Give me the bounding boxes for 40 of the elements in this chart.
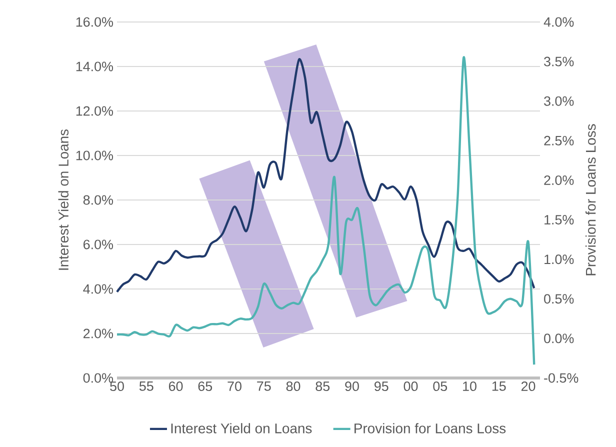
y-tick-label: 10.0% [76, 150, 114, 160]
line-series [116, 56, 536, 366]
x-tick-label: 85 [316, 382, 330, 392]
y-tick-label: 6.0% [84, 240, 114, 250]
y-axis-title: Interest Yield on Loans [58, 129, 69, 270]
x-tick-label: 05 [433, 382, 448, 392]
y-tick-label: 14.0% [76, 62, 114, 72]
y2-tick-label: 2.5% [544, 136, 574, 146]
y-tick-label: 2.0% [84, 328, 114, 338]
y-tick-label: 0.0% [83, 373, 114, 383]
x-tick-label: 95 [374, 382, 388, 392]
x-tick-label: 80 [286, 382, 300, 392]
x-tick-label: 60 [168, 382, 183, 392]
y-tick-label: 16.0% [76, 17, 114, 27]
x-tick-label: 55 [139, 382, 154, 391]
y2-tick-label: -0.5% [544, 373, 578, 383]
legend-label: Provision for Loans Loss [354, 423, 506, 434]
y2-tick-label: 0.0% [544, 334, 574, 344]
x-tick-label: 10 [463, 382, 476, 392]
y2-axis-title: Provision for Loans Loss [585, 124, 596, 276]
x-tick-label: 15 [492, 382, 506, 391]
x-tick-label: 20 [521, 382, 536, 392]
y2-tick-label: 3.5% [544, 56, 574, 66]
y-tick-label: 4.0% [83, 284, 114, 294]
y2-tick-label: 1.0% [544, 254, 574, 264]
y2-tick-label: 1.5% [544, 215, 574, 224]
y2-tick-label: 4.0% [544, 17, 574, 27]
legend-label: Interest Yield on Loans [171, 423, 312, 434]
x-tick-label: 70 [228, 382, 242, 392]
x-tick-label: 75 [257, 382, 271, 391]
y2-tick-label: 0.5% [544, 294, 574, 304]
x-tick-label: 00 [404, 382, 418, 392]
y-tick-label: 12.0% [76, 106, 114, 116]
x-tick-label: 65 [198, 382, 212, 392]
x-tick-label: 50 [110, 382, 124, 392]
line-series [116, 58, 536, 293]
y2-tick-label: 3.0% [544, 96, 574, 106]
x-tick-label: 90 [345, 382, 359, 392]
y-tick-label: 8.0% [83, 195, 114, 205]
y2-tick-label: 2.0% [544, 175, 574, 185]
